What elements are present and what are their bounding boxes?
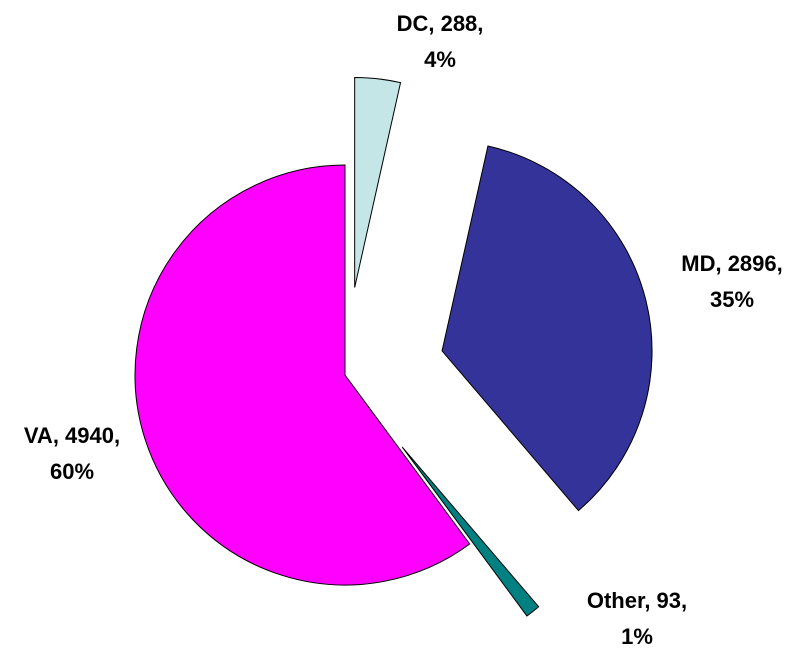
pie-slice <box>401 446 540 617</box>
slice-percent: 4% <box>424 47 456 72</box>
slice-percent: 1% <box>621 624 653 649</box>
slice-percent: 35% <box>710 287 754 312</box>
slice-label: DC, 288, <box>397 11 484 36</box>
pie-slice <box>354 77 402 288</box>
slice-label: Other, 93, <box>587 588 687 613</box>
slice-label: VA, 4940, <box>24 423 120 448</box>
pie-slice <box>134 164 471 586</box>
slice-percent: 60% <box>50 459 94 484</box>
slice-label: MD, 2896, <box>681 251 783 276</box>
pie-slice <box>441 145 653 512</box>
